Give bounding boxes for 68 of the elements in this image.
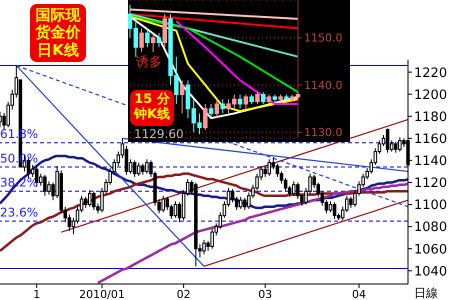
candlestick <box>145 28 150 48</box>
candlestick <box>261 92 266 104</box>
candlestick <box>88 190 92 208</box>
candlestick <box>255 92 260 104</box>
candlestick <box>132 160 136 178</box>
candlestick <box>214 98 220 119</box>
y-tick-label: 1140 <box>414 154 448 170</box>
y-tick-label: 1150.0 <box>304 32 342 45</box>
y-tick-label: 1100 <box>414 198 448 214</box>
y-tick-label: 1140.0 <box>304 78 342 92</box>
candlestick <box>145 158 149 174</box>
candlestick <box>174 200 178 218</box>
line-series <box>96 182 410 284</box>
candlestick <box>141 163 145 176</box>
y-tick-label: 1180 <box>414 110 448 125</box>
candlestick <box>272 156 276 170</box>
candlestick <box>296 182 300 200</box>
candlestick <box>238 196 242 210</box>
y-tick-label: 1080 <box>414 220 448 236</box>
candlestick <box>349 196 353 208</box>
candlestick <box>136 162 140 176</box>
candlestick <box>266 94 272 104</box>
annotation: 诱多 <box>136 55 162 70</box>
candlestick <box>162 14 167 48</box>
text: 15 分钟K线 <box>130 90 174 126</box>
y-tick-label: 1160 <box>414 132 448 147</box>
candlestick <box>328 200 332 213</box>
candlestick <box>238 94 242 110</box>
line-series <box>175 20 299 105</box>
candlestick <box>247 192 251 210</box>
candlestick <box>398 136 402 152</box>
chart-title: 国际现货金价日K线 <box>30 4 86 62</box>
x-tick-label: 02 <box>176 288 191 300</box>
y-tick-label: 1040 <box>414 264 448 280</box>
y-tick-label: 1130.0 <box>304 126 342 140</box>
candlestick <box>244 94 248 110</box>
x-tick-label: 04 <box>352 288 366 300</box>
candlestick <box>43 174 47 196</box>
line-series <box>0 172 410 252</box>
y-tick-label: 1220 <box>414 66 448 81</box>
candlestick <box>92 190 96 211</box>
x-tick-label: 2010/01 <box>79 288 125 300</box>
candlestick <box>268 158 272 176</box>
x-axis-title: 日線 <box>414 285 438 300</box>
candlestick <box>292 180 296 196</box>
candlestick <box>386 128 390 154</box>
candlestick <box>84 196 88 208</box>
candlestick <box>156 32 162 48</box>
candlestick <box>150 32 156 52</box>
candlestick <box>47 180 51 196</box>
x-tick-label: 1 <box>33 288 40 300</box>
annotation: 23.6% <box>0 205 38 220</box>
candlestick <box>202 239 206 255</box>
candlestick <box>220 98 225 114</box>
candlestick <box>139 28 144 52</box>
candlestick <box>161 195 165 213</box>
candlestick <box>180 80 184 114</box>
candlestick <box>203 103 208 130</box>
candlestick <box>208 103 214 119</box>
annotation: 1129.60 <box>134 127 184 141</box>
y-tick-label: 1200 <box>414 88 448 103</box>
x-tick-label: 03 <box>258 288 272 300</box>
candlestick <box>249 94 254 104</box>
candlestick <box>394 141 398 154</box>
candlestick <box>243 197 247 211</box>
y-tick-label: 1120 <box>414 176 448 192</box>
y-tick-label: 1060 <box>414 242 448 258</box>
candlestick <box>332 202 336 220</box>
